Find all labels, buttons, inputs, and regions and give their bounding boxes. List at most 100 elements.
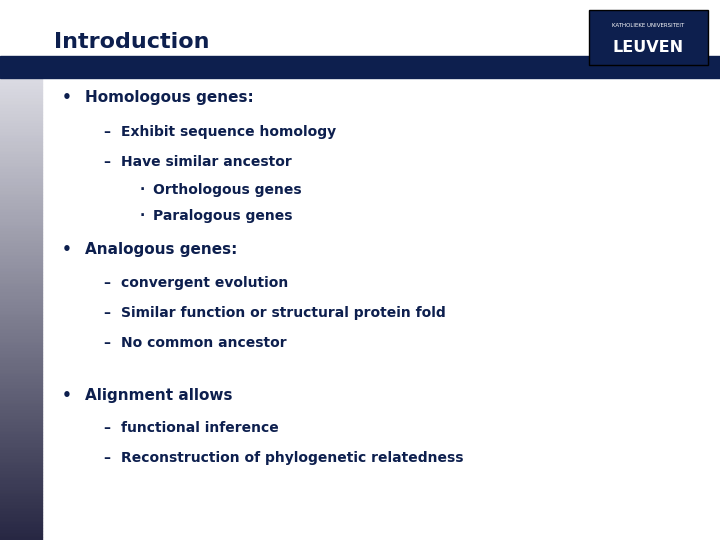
Bar (0, 395, 42, 398)
Text: ·: · (140, 183, 145, 197)
Bar (0, 103, 42, 105)
Bar (0, 488, 42, 491)
Text: Introduction: Introduction (54, 31, 210, 52)
Bar (0, 383, 42, 386)
Bar (0, 398, 42, 401)
Bar (0, 306, 42, 309)
Bar (0, 401, 42, 404)
Bar (0, 56, 720, 78)
Bar (0, 99, 42, 103)
Bar (0, 451, 42, 454)
Text: Paralogous genes: Paralogous genes (153, 209, 293, 223)
Bar (0, 204, 42, 207)
Text: Orthologous genes: Orthologous genes (153, 183, 302, 197)
Text: –: – (103, 421, 110, 435)
Bar (0, 315, 42, 318)
Bar (0, 287, 42, 291)
Bar (0, 84, 42, 87)
Bar (0, 334, 42, 336)
Text: KATHOLIEKE UNIVERSITEIT: KATHOLIEKE UNIVERSITEIT (612, 23, 685, 28)
Bar (0, 90, 42, 93)
Text: –: – (103, 125, 110, 139)
Bar (0, 186, 42, 188)
Bar (0, 441, 42, 444)
Text: •: • (62, 90, 72, 105)
Text: No common ancestor: No common ancestor (121, 336, 287, 350)
Bar (0, 167, 42, 170)
Bar (0, 460, 42, 463)
Bar (0, 534, 42, 537)
Bar (0, 213, 42, 217)
Bar (0, 472, 42, 475)
Bar (0, 408, 42, 410)
Bar (0, 392, 42, 395)
Bar (0, 81, 42, 84)
Bar (0, 109, 42, 112)
Bar (0, 112, 42, 114)
Bar (0, 494, 42, 497)
Bar (0, 377, 42, 380)
Bar (0, 457, 42, 460)
Bar (0, 404, 42, 408)
Text: –: – (103, 276, 110, 290)
Bar (0, 491, 42, 494)
Bar (0, 260, 42, 262)
Bar (0, 183, 42, 186)
Bar (0, 275, 42, 278)
Text: Reconstruction of phylogenetic relatedness: Reconstruction of phylogenetic relatedne… (121, 451, 464, 465)
Bar (0, 161, 42, 164)
Bar (0, 463, 42, 466)
Bar (0, 96, 42, 99)
Bar (0, 238, 42, 241)
Bar (0, 127, 42, 130)
Bar (0, 414, 42, 417)
Bar (0, 531, 42, 534)
Bar (0, 469, 42, 472)
Bar (0, 367, 42, 370)
Bar (0, 340, 42, 343)
Bar (0, 201, 42, 204)
Bar (0, 318, 42, 321)
Bar (0, 148, 42, 152)
Bar (0, 269, 42, 272)
Bar (0, 435, 42, 438)
Bar (0, 312, 42, 315)
Bar (0, 386, 42, 389)
Bar (0, 291, 42, 293)
Bar (0, 253, 42, 256)
Bar (0, 506, 42, 509)
Bar (0, 343, 42, 346)
Bar (0, 266, 42, 269)
Bar (0, 226, 42, 229)
Bar (0, 296, 42, 300)
Bar (0, 232, 42, 235)
Bar (0, 361, 42, 365)
Bar (0, 179, 42, 183)
Bar (0, 143, 42, 146)
Bar (0, 133, 42, 136)
Bar (0, 192, 42, 195)
Bar (0, 155, 42, 158)
Bar (0, 364, 42, 367)
Bar (0, 146, 42, 148)
Bar (0, 432, 42, 435)
Bar (0, 518, 42, 522)
Bar (0, 198, 42, 201)
Bar (0, 247, 42, 251)
Bar (0, 195, 42, 198)
Bar (0, 220, 42, 222)
Text: –: – (103, 336, 110, 350)
Text: Analogous genes:: Analogous genes: (85, 242, 238, 257)
Bar (0, 229, 42, 232)
Bar (0, 139, 42, 143)
Bar (0, 336, 42, 340)
Text: Alignment allows: Alignment allows (85, 388, 233, 403)
Bar (0, 284, 42, 287)
Bar (0, 272, 42, 275)
Bar (0, 300, 42, 303)
Bar (0, 281, 42, 284)
Bar (0, 374, 42, 377)
Bar (0, 118, 42, 121)
Bar (0, 352, 42, 355)
Bar (0, 87, 42, 90)
